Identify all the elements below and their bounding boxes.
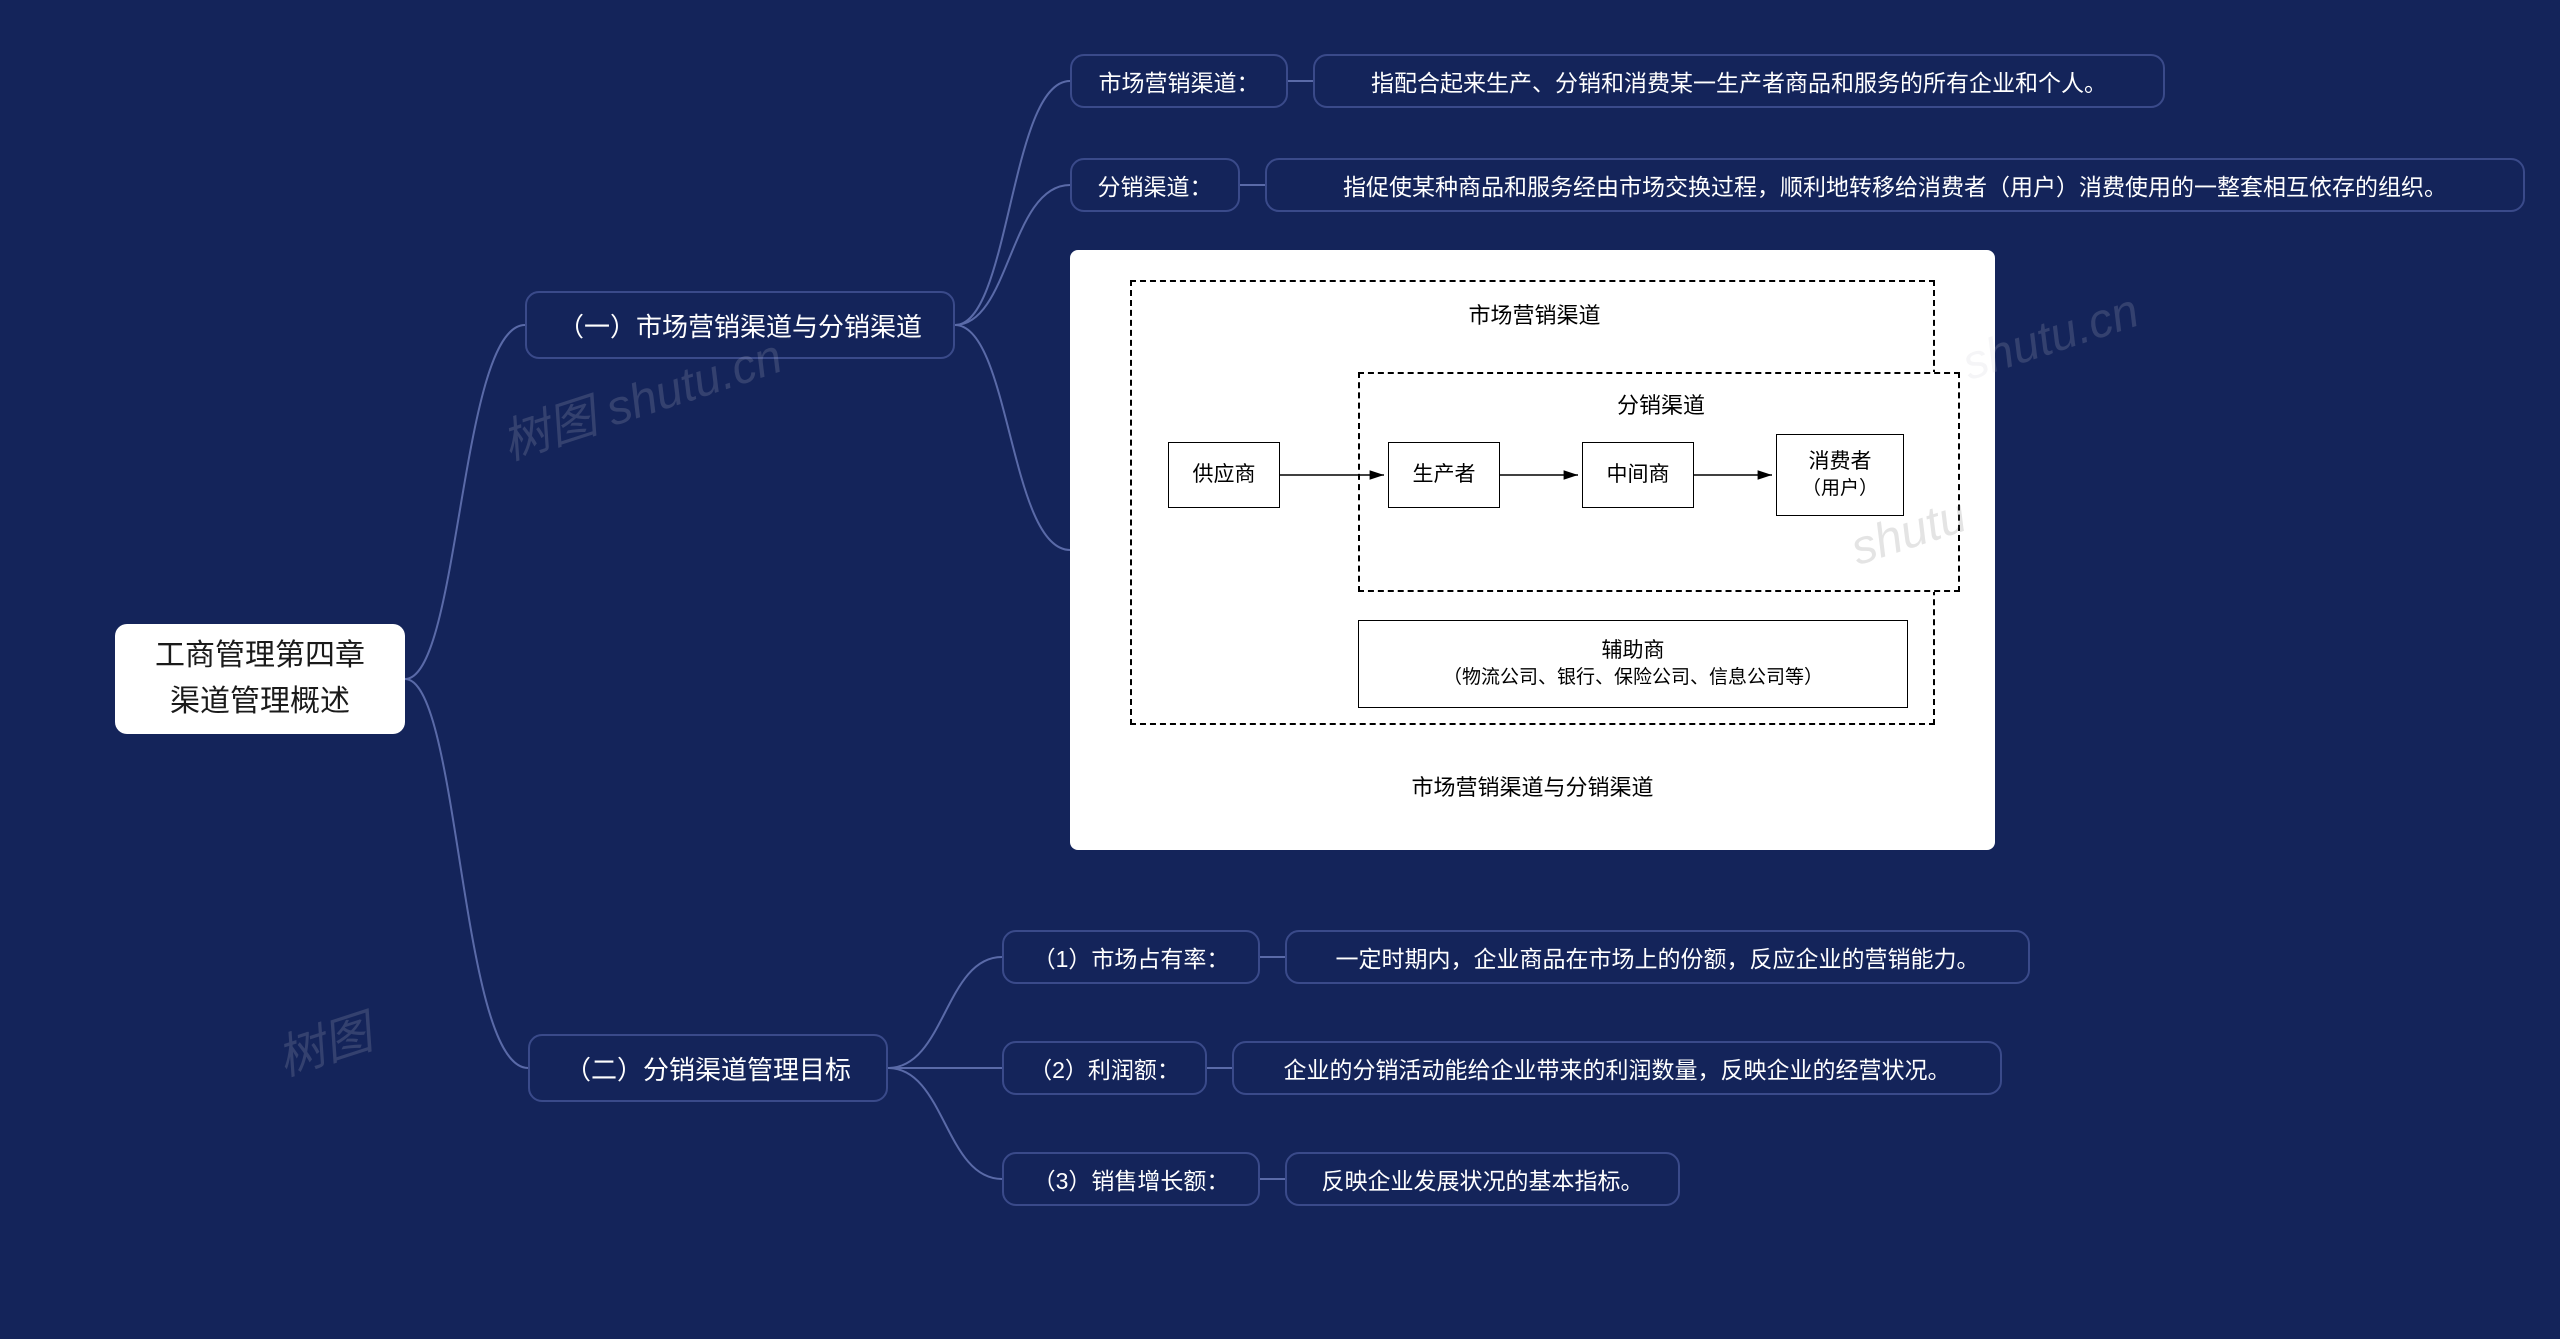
b2c3: （3）销售增长额： [1002,1152,1260,1206]
helper-box-l2: （物流公司、银行、保险公司、信息公司等） [1443,665,1823,691]
watermark-4: 树图 [267,993,380,1089]
branch-2: （二）分销渠道管理目标 [528,1034,888,1102]
b2c1: （1）市场占有率： [1002,930,1260,984]
b2c2: （2）利润额： [1002,1041,1207,1095]
flow-box-consumer-l1: 消费者 [1809,448,1872,476]
b1c2-leaf: 指促使某种商品和服务经由市场交换过程，顺利地转移给消费者（用户）消费使用的一整套… [1265,158,2525,212]
root-line1: 工商管理第四章 [155,633,365,680]
root-node: 工商管理第四章 渠道管理概述 [115,624,405,734]
b1c2: 分销渠道： [1070,158,1240,212]
flow-box-supplier: 供应商 [1168,442,1280,508]
flow-box-consumer: 消费者 （用户） [1776,434,1904,516]
b1c1-leaf: 指配合起来生产、分销和消费某一生产者商品和服务的所有企业和个人。 [1313,54,2165,108]
root-line2: 渠道管理概述 [170,679,350,726]
helper-box-l1: 辅助商 [1602,637,1665,665]
b2c3-leaf: 反映企业发展状况的基本指标。 [1285,1152,1680,1206]
flow-box-consumer-l2: （用户） [1802,476,1878,502]
helper-box: 辅助商 （物流公司、银行、保险公司、信息公司等） [1358,620,1908,708]
embedded-diagram: 市场营销渠道 分销渠道 供应商 生产者 中间商 消费者 （用户） 辅助商 （物流… [1070,250,1995,850]
flow-box-producer: 生产者 [1388,442,1500,508]
b1c1: 市场营销渠道： [1070,54,1288,108]
b2c1-leaf: 一定时期内，企业商品在市场上的份额，反应企业的营销能力。 [1285,930,2030,984]
diagram-inner-title: 分销渠道 [1360,388,1962,420]
diagram-outer-title: 市场营销渠道 [1132,298,1937,330]
flow-box-middleman: 中间商 [1582,442,1694,508]
b2c2-leaf: 企业的分销活动能给企业带来的利润数量，反映企业的经营状况。 [1232,1041,2002,1095]
diagram-caption: 市场营销渠道与分销渠道 [1070,770,1995,802]
branch-1: （一）市场营销渠道与分销渠道 [525,291,955,359]
